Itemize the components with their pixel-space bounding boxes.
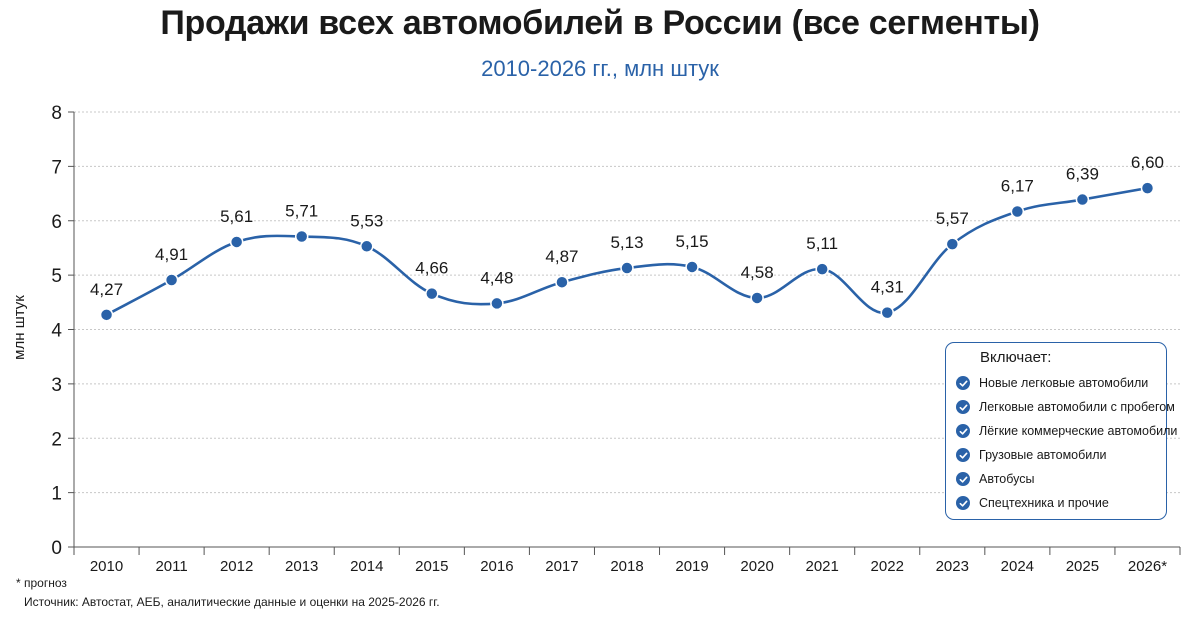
x-tick-label: 2015	[415, 558, 448, 575]
label-layer: 4,27 4,91 5,61 5,71 5,53 4,66 4,48 4,87 5,13 5,15…	[90, 153, 1164, 299]
data-label: 4,91	[155, 245, 188, 264]
data-point	[1010, 204, 1025, 219]
data-label: 4,87	[545, 247, 578, 266]
footnote: * прогноз	[16, 576, 67, 590]
data-label: 5,57	[936, 209, 969, 228]
y-tick-label: 8	[51, 103, 62, 124]
x-tick-label: 2024	[1001, 558, 1034, 575]
check-circle-icon	[956, 400, 970, 414]
y-tick-label: 3	[51, 375, 62, 396]
y-axis-title: млн штук	[11, 295, 28, 360]
legend-item: Грузовые автомобили	[956, 445, 1107, 465]
data-label: 5,11	[806, 234, 838, 253]
legend-item-label: Автобусы	[979, 472, 1035, 486]
y-tick-label: 5	[51, 266, 62, 287]
x-tick-label: 2012	[220, 558, 253, 575]
check-circle-icon	[956, 376, 970, 390]
data-point	[880, 305, 894, 320]
check-circle-icon	[956, 448, 970, 462]
check-circle-icon	[956, 472, 970, 486]
data-label: 5,53	[350, 211, 383, 230]
chart-subtitle: 2010-2026 гг., млн штук	[481, 56, 719, 81]
x-tick-label: 2020	[740, 558, 773, 575]
data-point	[294, 229, 309, 244]
x-tick-label: 2010	[90, 558, 123, 575]
legend-title: Включает:	[980, 349, 1052, 366]
legend-item-label: Легковые автомобили с пробегом	[979, 400, 1175, 414]
x-tick-label: 2021	[805, 558, 838, 575]
legend-item-label: Грузовые автомобили	[979, 448, 1107, 462]
legend-item-label: Лёгкие коммерческие автомобили	[979, 424, 1178, 438]
data-label: 5,61	[220, 207, 253, 226]
data-label: 5,71	[285, 202, 318, 221]
legend-item: Спецтехника и прочие	[956, 493, 1109, 513]
x-tick-label: 2025	[1066, 558, 1099, 575]
legend-item: Легковые автомобили с пробегом	[956, 397, 1175, 417]
data-point	[425, 286, 439, 301]
data-point	[555, 275, 569, 289]
data-point	[1140, 181, 1155, 195]
data-point	[685, 260, 699, 274]
data-point	[164, 273, 179, 287]
data-point	[490, 296, 504, 311]
source-note: Источник: Автостат, АЕБ, аналитические д…	[24, 595, 440, 609]
data-label: 4,58	[741, 263, 774, 282]
data-label: 4,66	[415, 259, 448, 278]
y-tick-label: 7	[51, 157, 62, 178]
x-tick-label: 2016	[480, 558, 513, 575]
check-circle-icon	[956, 424, 970, 438]
x-tick-label: 2018	[610, 558, 643, 575]
grid-layer	[74, 111, 1180, 494]
x-tick-label: 2014	[350, 558, 383, 575]
legend-item: Новые легковые автомобили	[956, 373, 1148, 393]
data-point	[360, 239, 374, 254]
legend-item-label: Новые легковые автомобили	[979, 376, 1149, 390]
legend-box: Включает: Новые легковые автомобили Легк…	[945, 342, 1177, 520]
chart-title: Продажи всех автомобилей в России (все с…	[160, 4, 1040, 42]
data-label: 4,31	[871, 278, 904, 297]
x-tick-label: 2023	[936, 558, 969, 575]
check-circle-icon	[956, 496, 970, 510]
data-point	[945, 237, 960, 251]
y-tick-label: 6	[51, 212, 62, 233]
data-point	[750, 291, 764, 305]
y-tick-label: 1	[51, 484, 62, 505]
x-tick-label: 2022	[871, 558, 904, 575]
x-tick-label: 2017	[545, 558, 578, 575]
axis-layer: 0 1 2 3 4 5 6 7 8 2010 2011 2012 2013 2014 2015 2016 201…	[11, 103, 1181, 575]
y-tick-label: 4	[51, 321, 62, 342]
data-point	[99, 308, 114, 322]
data-label: 5,15	[676, 232, 709, 251]
data-label: 5,13	[610, 233, 643, 252]
data-point	[620, 261, 634, 275]
data-label: 6,17	[1001, 177, 1034, 196]
x-tick-label: 2013	[285, 558, 318, 575]
data-label: 6,60	[1131, 153, 1164, 172]
data-label: 4,27	[90, 280, 123, 299]
legend-item-label: Спецтехника и прочие	[979, 496, 1109, 510]
data-point	[229, 235, 244, 249]
y-tick-label: 0	[51, 538, 62, 559]
x-tick-label: 2019	[675, 558, 708, 575]
legend-item: Автобусы	[956, 469, 1034, 489]
series-layer	[99, 181, 1155, 322]
legend-item: Лёгкие коммерческие автомобили	[956, 421, 1177, 441]
x-tick-label: 2011	[155, 558, 187, 575]
data-point	[1075, 192, 1090, 207]
data-point	[815, 262, 829, 276]
y-tick-label: 2	[51, 429, 62, 450]
x-tick-label: 2026*	[1128, 558, 1167, 575]
data-label: 4,48	[480, 268, 513, 287]
data-label: 6,39	[1066, 165, 1099, 184]
